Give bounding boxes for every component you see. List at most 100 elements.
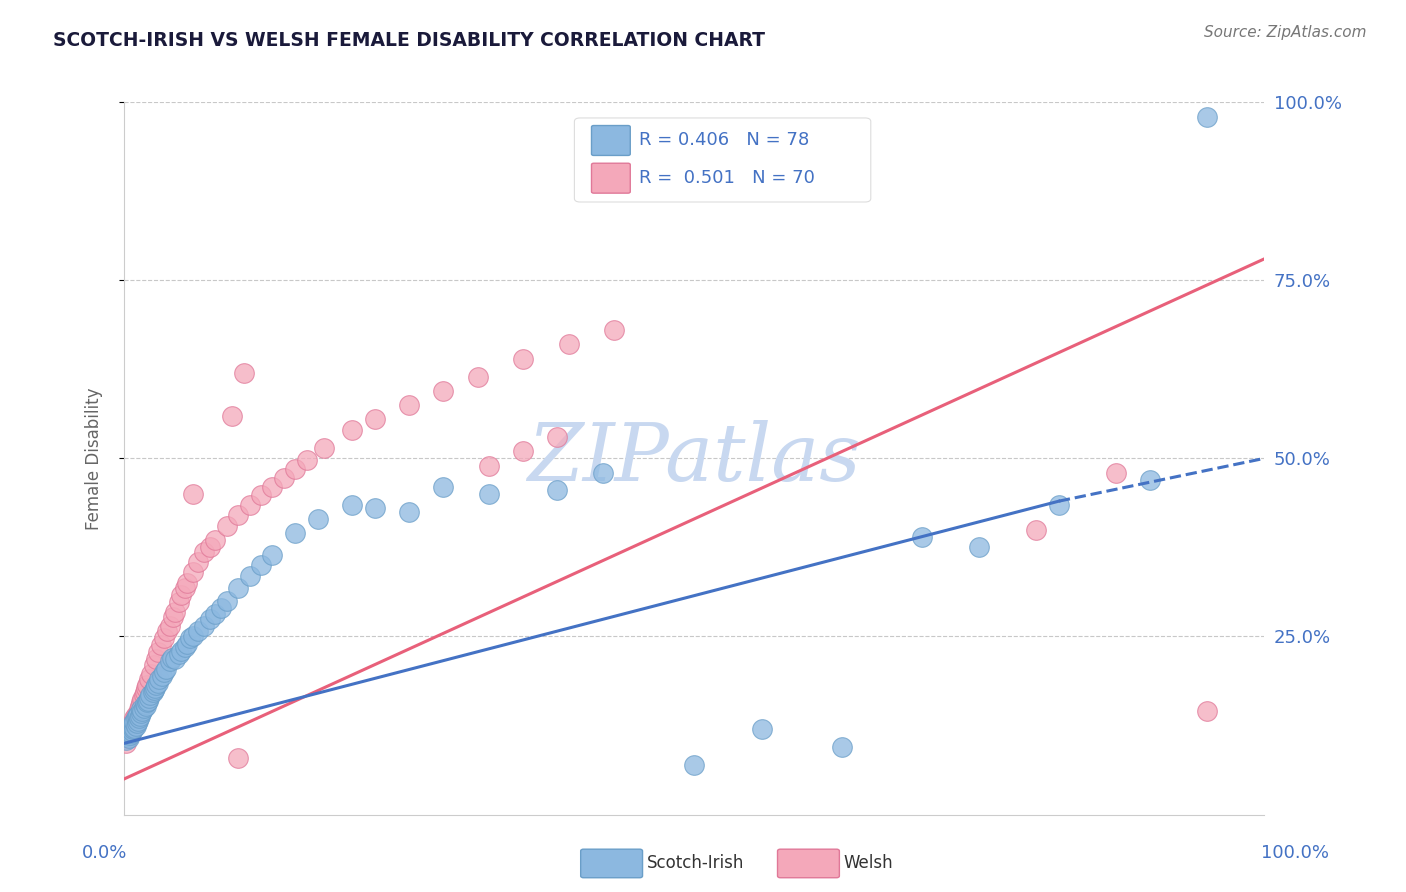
Point [398,398,420,412]
Point [340,423,363,437]
Point [226,750,249,764]
Point [139,688,162,702]
Point [115,732,138,747]
Point [478,487,501,501]
Point [167,648,190,662]
Point [176,637,198,651]
Point [124,711,146,725]
Point [124,711,146,725]
Point [512,444,534,458]
Point [138,672,160,686]
Point [238,569,260,583]
Point [232,366,254,380]
Point [181,566,204,580]
Text: 100.0%: 100.0% [1261,844,1329,862]
Point [162,609,184,624]
Point [173,640,195,655]
Point [238,498,260,512]
Point [124,714,146,729]
Point [118,731,141,745]
Point [129,699,152,714]
Point [141,666,163,681]
Point [226,508,249,523]
Point [911,530,934,544]
Point [250,488,273,502]
FancyBboxPatch shape [592,126,630,155]
Point [478,458,501,473]
Point [284,526,307,541]
Point [295,453,318,467]
Point [131,704,153,718]
Point [129,706,152,721]
Point [142,682,165,697]
Point [128,702,150,716]
Point [546,483,568,498]
Point [122,722,145,736]
Point [121,721,143,735]
Point [127,714,149,728]
Point [118,723,141,738]
Point [159,655,181,669]
Point [831,739,853,754]
Point [193,619,215,633]
Point [118,725,141,739]
Y-axis label: Female Disability: Female Disability [86,387,103,530]
Point [467,369,489,384]
Point [273,471,295,485]
Point [204,533,226,548]
Point [120,721,142,735]
Point [124,714,146,728]
Point [143,681,166,695]
Point [122,718,145,732]
Point [127,707,149,722]
Point [128,711,150,725]
Point [226,581,249,595]
Point [129,695,152,709]
Point [364,501,387,516]
Point [138,691,160,706]
Point [142,685,165,699]
Point [129,709,152,723]
Point [120,725,142,739]
Point [125,709,148,723]
Point [398,505,420,519]
Point [250,558,273,573]
Point [215,519,238,533]
Point [125,716,148,731]
Point [115,736,138,750]
Point [173,581,195,595]
Point [153,631,176,645]
Point [159,619,181,633]
Point [117,731,139,745]
FancyBboxPatch shape [575,118,870,202]
Point [1197,110,1219,124]
Point [165,605,187,619]
Point [118,728,141,742]
Point [198,612,221,626]
Point [131,692,153,706]
Point [364,412,387,426]
Text: 0.0%: 0.0% [82,844,127,862]
Point [215,594,238,608]
Point [132,700,155,714]
Point [592,466,614,480]
Point [340,498,363,512]
Point [136,678,159,692]
Point [683,757,706,772]
Text: Scotch-Irish: Scotch-Irish [647,855,744,872]
FancyBboxPatch shape [592,163,630,194]
Point [118,725,141,739]
Point [121,723,143,738]
Point [176,576,198,591]
Point [142,657,165,672]
Point [160,651,183,665]
Point [129,702,152,716]
Point [312,441,335,455]
Point [751,722,773,736]
Point [209,601,232,615]
Point [967,541,990,555]
Point [512,351,534,366]
Point [145,652,167,666]
Point [262,480,284,494]
Point [117,729,139,743]
